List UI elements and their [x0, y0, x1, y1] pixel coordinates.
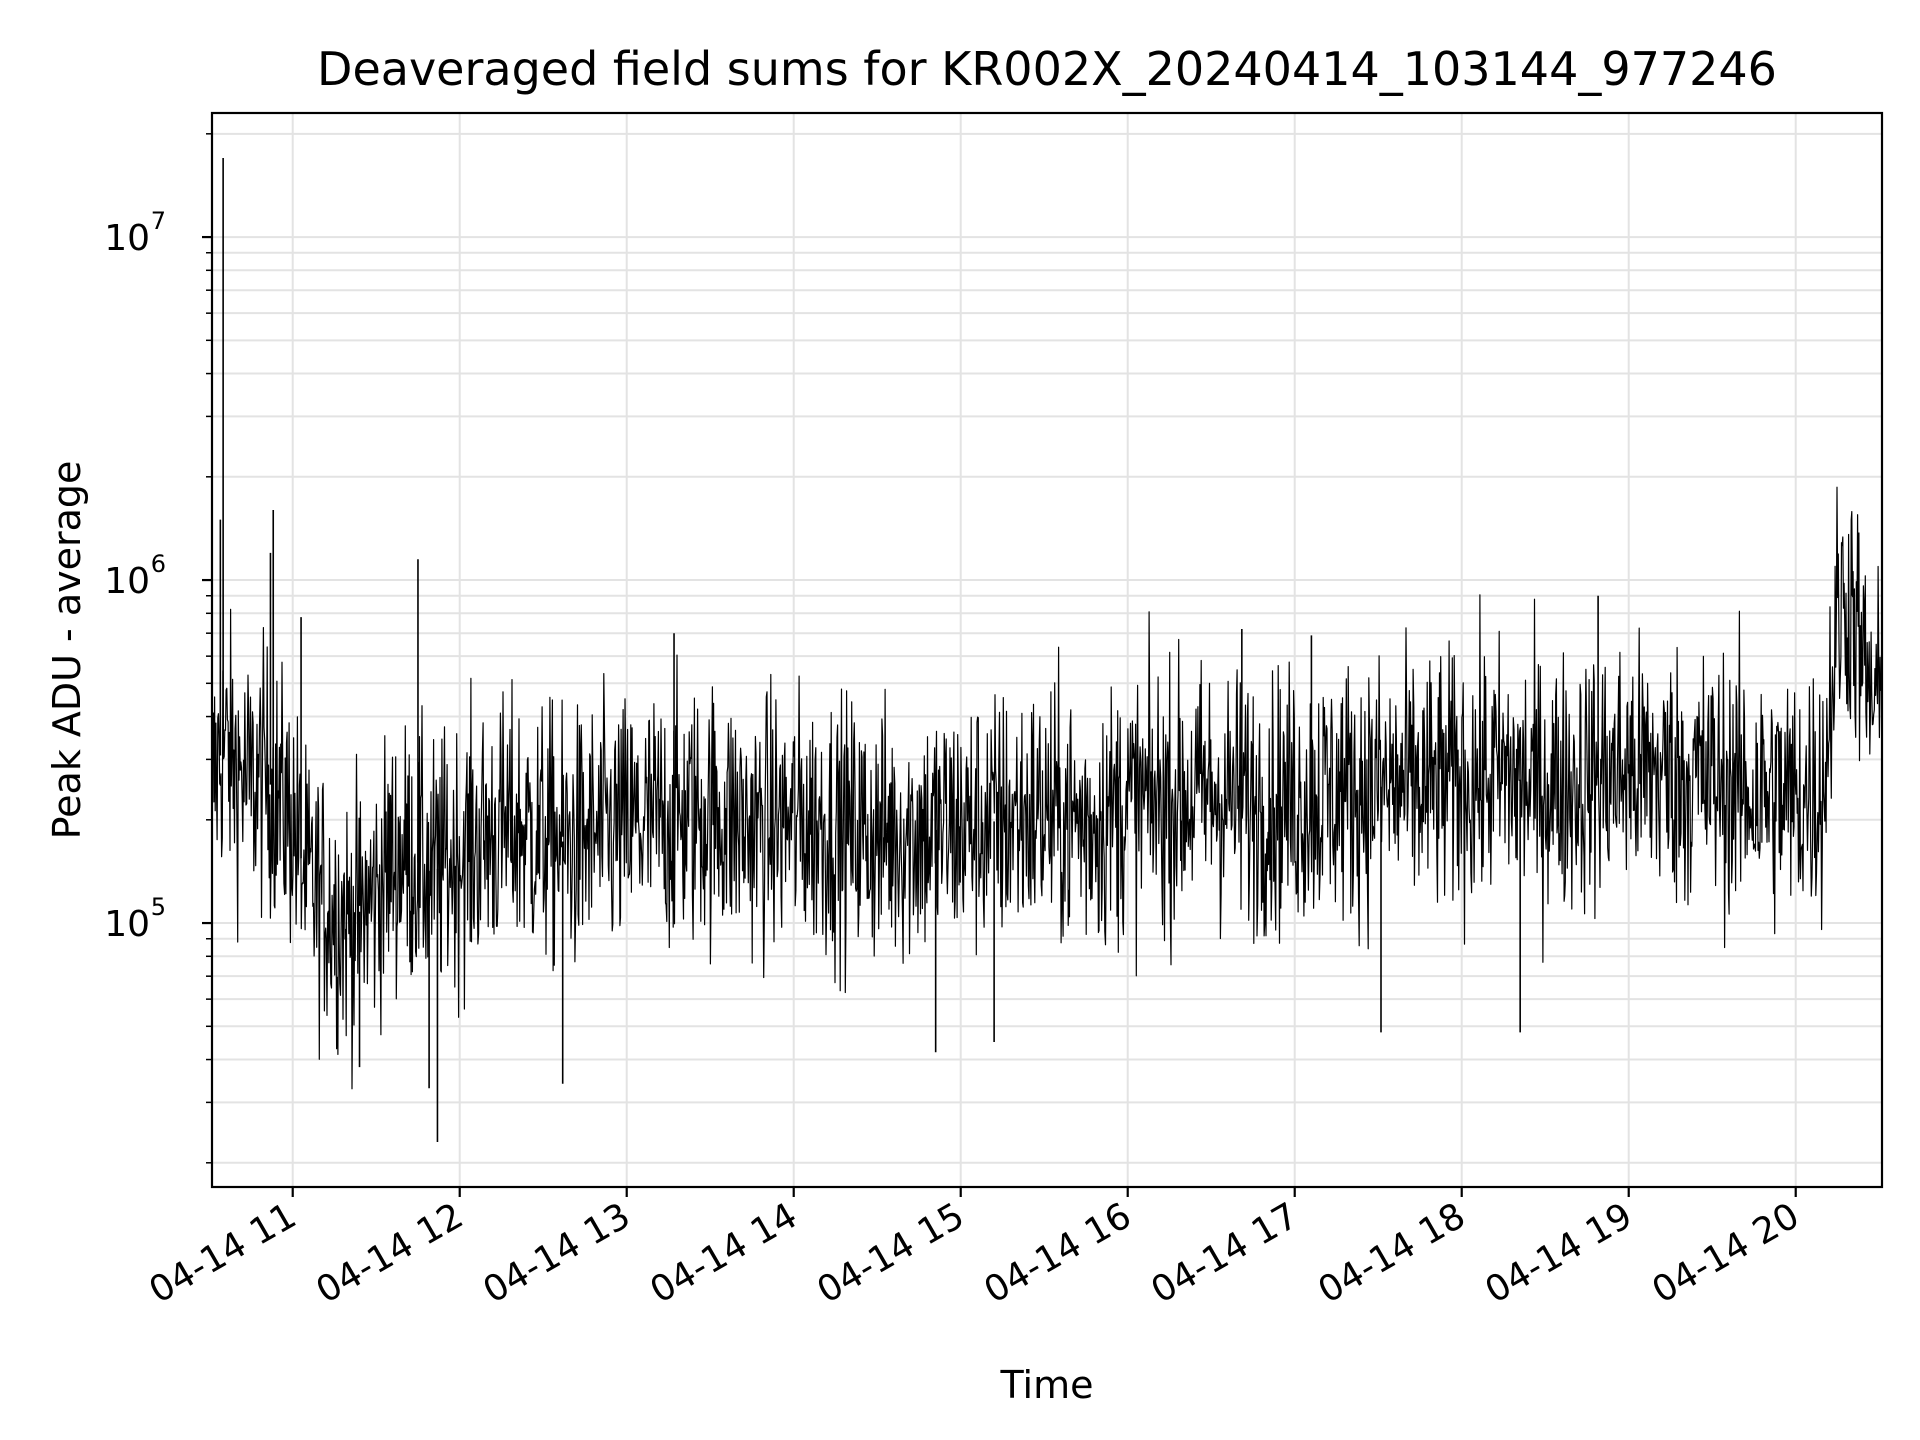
plot-frame — [210, 111, 1884, 1189]
y-tick-exponent: 5 — [151, 893, 166, 921]
y-axis-label: Peak ADU - average — [45, 461, 89, 840]
plot-series — [211, 158, 1883, 1142]
x-axis-label: Time — [1000, 1363, 1094, 1407]
y-tick-label: 10 — [104, 904, 150, 945]
y-tick-base: 10 — [104, 561, 150, 602]
chart-title: Deaveraged field sums for KR002X_2024041… — [317, 42, 1777, 96]
y-tick-exponent: 6 — [151, 550, 166, 578]
y-tick-label: 10 — [104, 561, 150, 602]
y-tick-label: 10 — [104, 218, 150, 259]
y-tick-base: 10 — [104, 904, 150, 945]
y-tick-base: 10 — [104, 218, 150, 259]
series-line — [211, 486, 1883, 1090]
y-tick-exponent: 7 — [151, 207, 166, 235]
